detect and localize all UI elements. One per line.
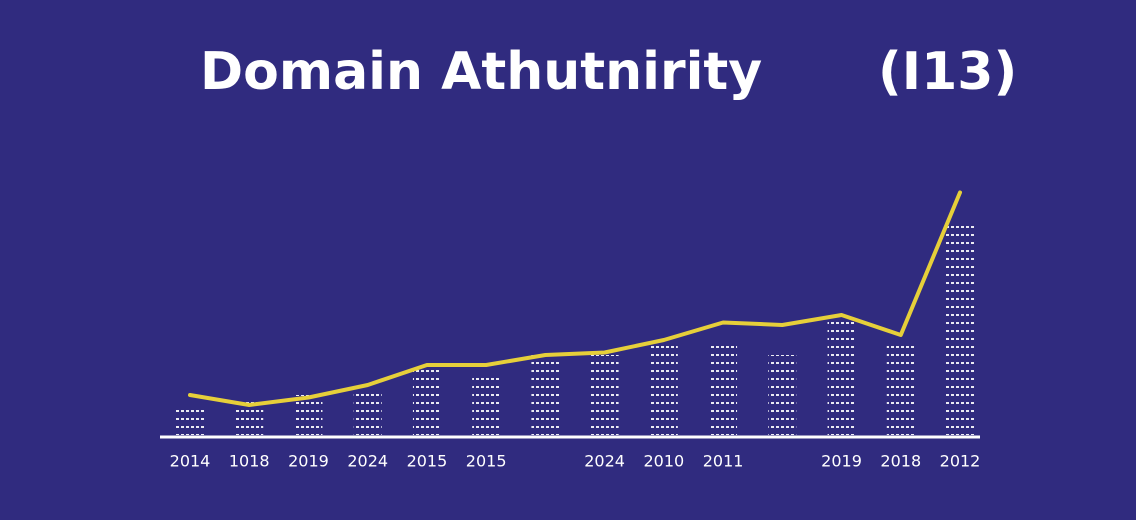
x-tick-label: 2019: [288, 452, 329, 471]
x-tick-label: 2018: [880, 452, 921, 471]
bar: [353, 390, 382, 435]
x-tick-label: 2011: [703, 452, 744, 471]
x-tick-label: 1018: [229, 452, 270, 471]
chart-subtitle: (I13): [878, 42, 1017, 102]
bar: [946, 225, 974, 435]
bar: [176, 410, 204, 435]
bar: [294, 395, 323, 435]
bar: [827, 320, 856, 435]
x-tick-label: 2015: [466, 452, 507, 471]
bar: [709, 340, 738, 435]
x-tick-label: 2024: [347, 452, 388, 471]
x-tick-label: 2012: [940, 452, 981, 471]
chart-title: Domain Athutnirity: [200, 42, 762, 102]
bar: [412, 365, 441, 435]
x-tick-label: 2015: [407, 452, 448, 471]
line: [188, 190, 962, 407]
x-tick-label: 2010: [643, 452, 684, 471]
x-tick-label: 2024: [584, 452, 625, 471]
bar: [649, 345, 678, 435]
bar: [472, 375, 501, 435]
bar: [768, 355, 797, 435]
bar: [886, 340, 915, 435]
bar: [531, 355, 560, 435]
bar: [590, 355, 619, 435]
x-tick-label: 2019: [821, 452, 862, 471]
x-tick-label: 2014: [170, 452, 211, 471]
